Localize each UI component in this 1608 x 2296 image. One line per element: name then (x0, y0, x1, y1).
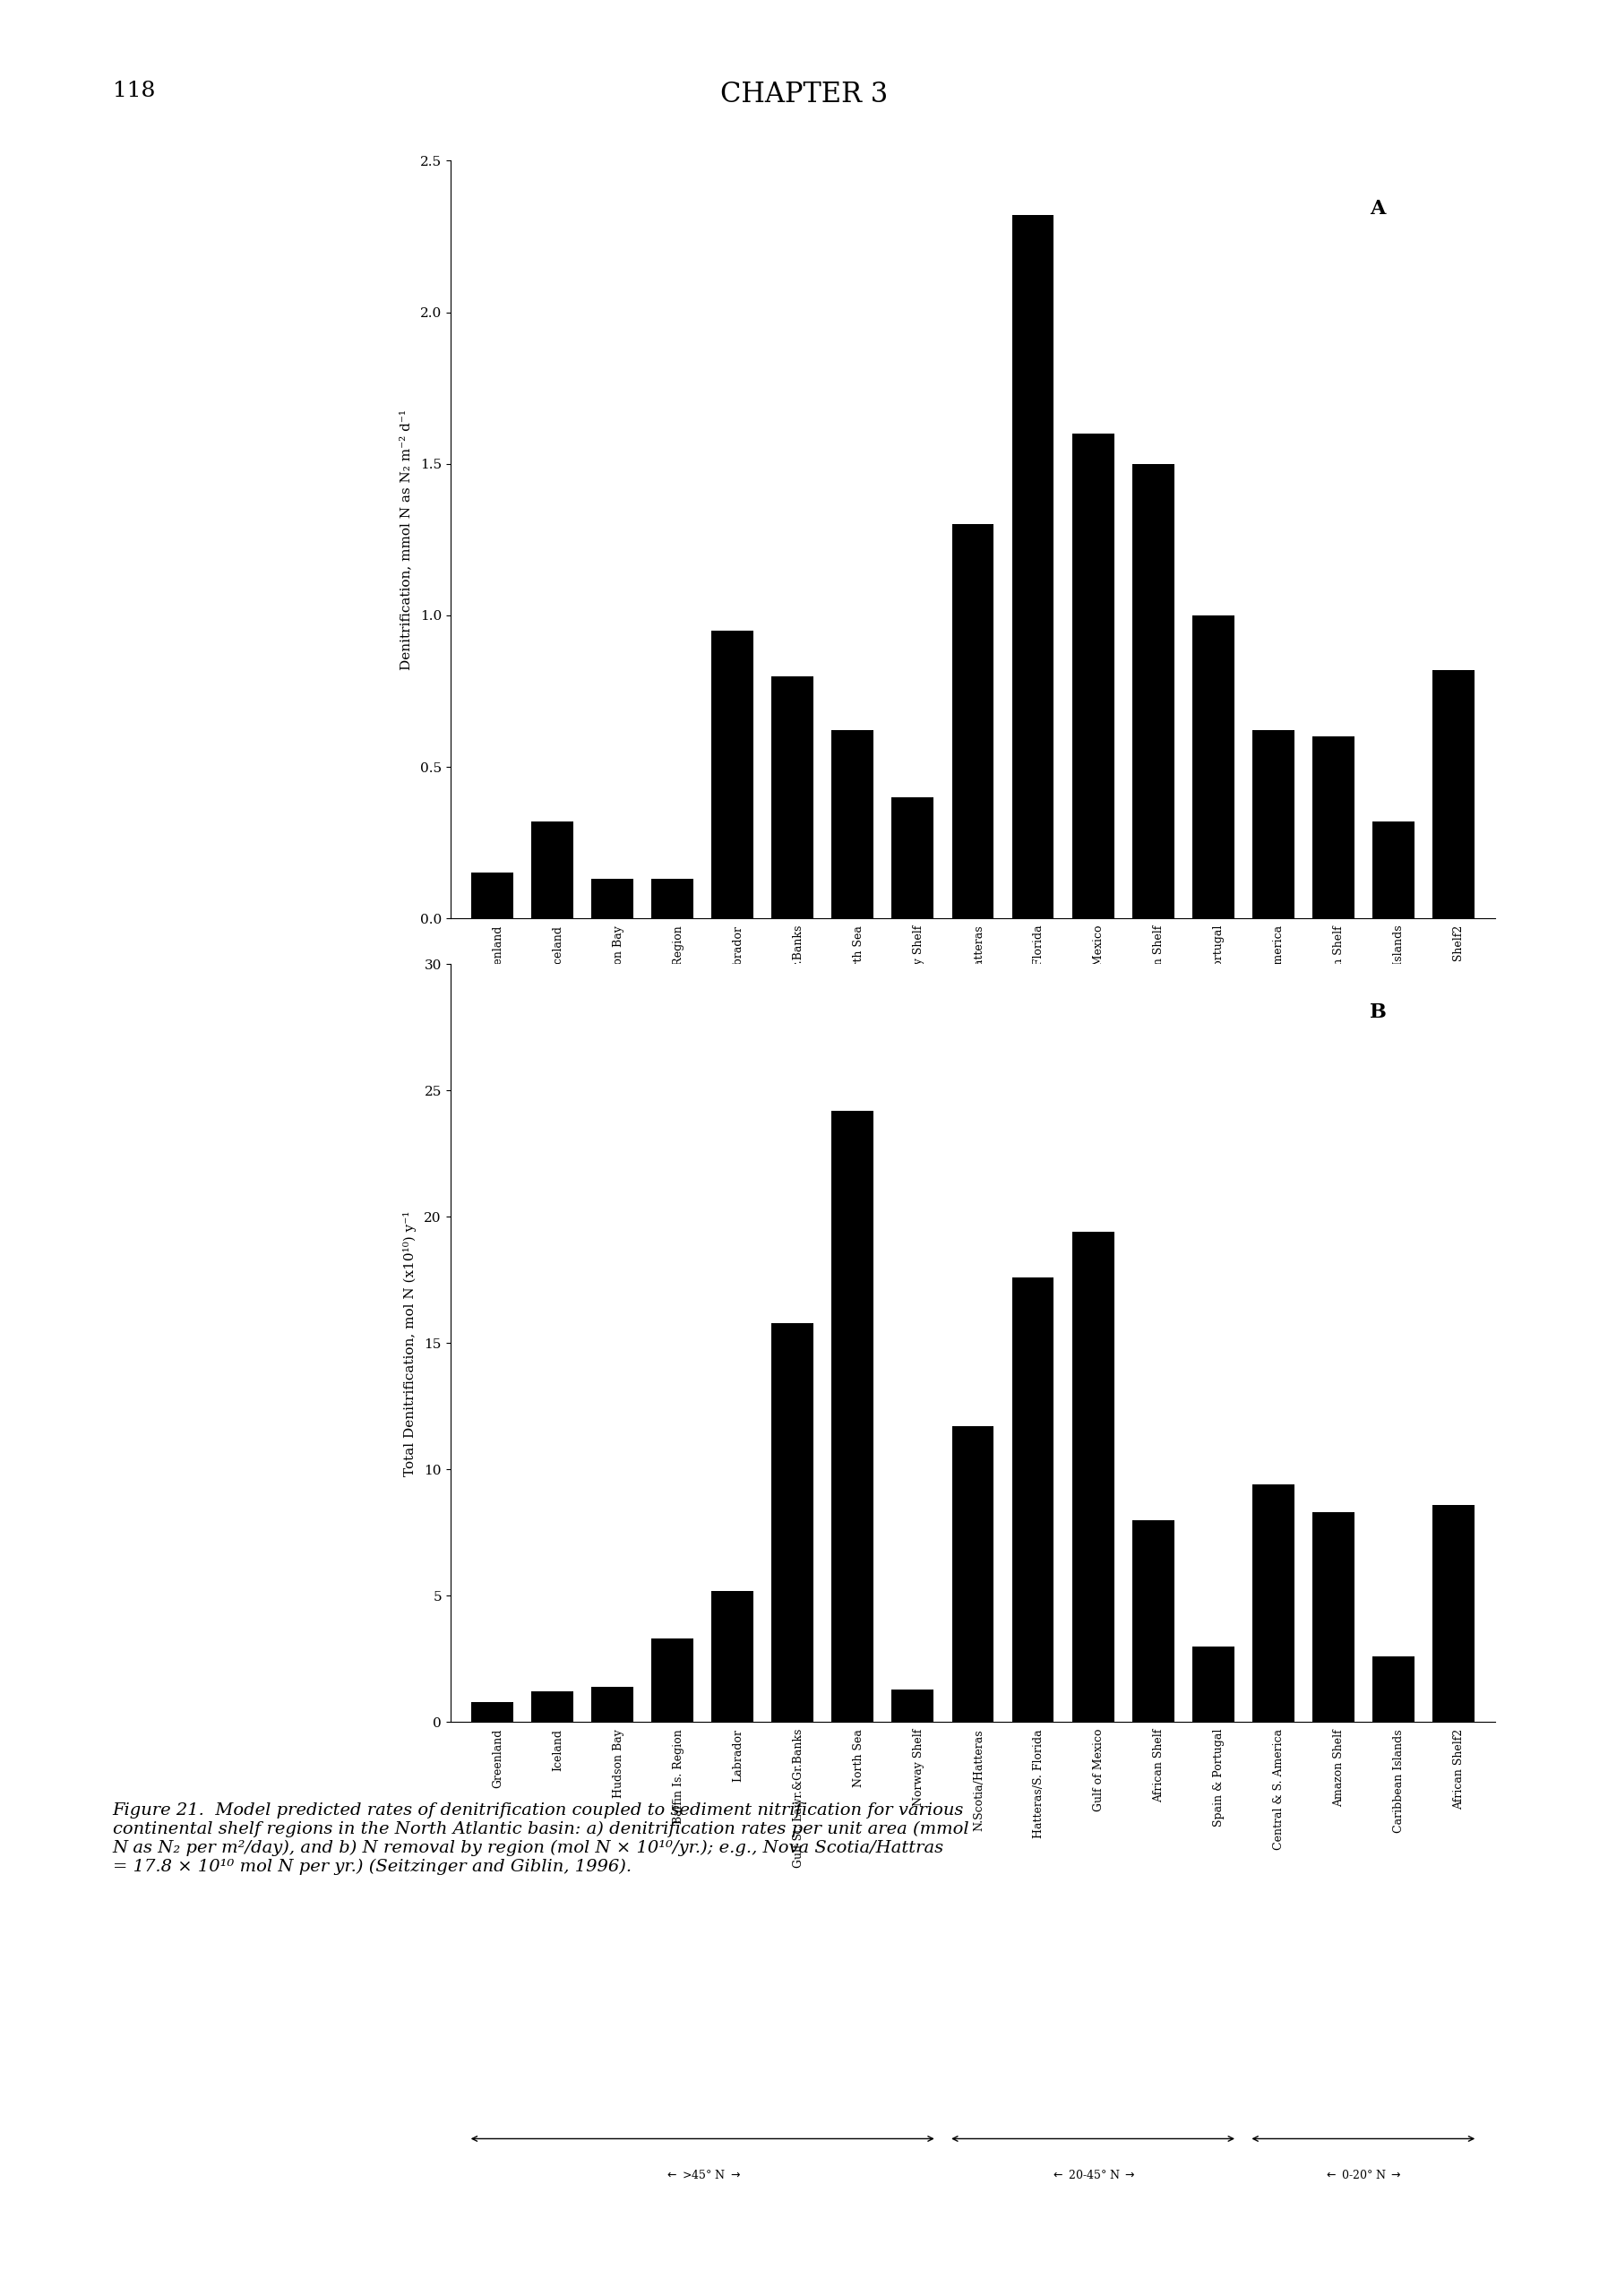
Text: $\leftarrow$ 20-45° N $\rightarrow$: $\leftarrow$ 20-45° N $\rightarrow$ (1050, 1366, 1135, 1378)
Bar (1253, 730, 1294, 918)
Bar (1132, 464, 1174, 918)
Text: B: B (1370, 1001, 1388, 1022)
Bar (892, 1690, 934, 1722)
Bar (1312, 737, 1354, 918)
Bar (592, 1688, 634, 1722)
Bar (712, 631, 754, 918)
Bar (1253, 1486, 1294, 1722)
Text: Figure 21.  Model predicted rates of denitrification coupled to sediment nitrifi: Figure 21. Model predicted rates of deni… (113, 1802, 968, 1876)
Text: $\leftarrow$ 0-20° N $\rightarrow$: $\leftarrow$ 0-20° N $\rightarrow$ (1325, 1366, 1402, 1378)
Bar (1132, 1520, 1174, 1722)
Bar (651, 879, 693, 918)
Text: $\leftarrow$ >45° N $\rightarrow$: $\leftarrow$ >45° N $\rightarrow$ (664, 2170, 741, 2181)
Bar (531, 1692, 574, 1722)
Bar (772, 675, 814, 918)
Text: A: A (1370, 200, 1386, 218)
Bar (892, 797, 934, 918)
Bar (471, 872, 513, 918)
Text: CHAPTER 3: CHAPTER 3 (720, 80, 888, 108)
Bar (1011, 1277, 1053, 1722)
Bar (1433, 1504, 1475, 1722)
Text: $\leftarrow$ 20-45° N $\rightarrow$: $\leftarrow$ 20-45° N $\rightarrow$ (1050, 2170, 1135, 2181)
Bar (1372, 822, 1415, 918)
Bar (471, 1701, 513, 1722)
Bar (651, 1639, 693, 1722)
Bar (831, 730, 873, 918)
Bar (1192, 615, 1235, 918)
Bar (1011, 216, 1053, 918)
Bar (831, 1111, 873, 1722)
Bar (1312, 1513, 1354, 1722)
Bar (952, 523, 994, 918)
Bar (952, 1426, 994, 1722)
Text: 118: 118 (113, 80, 154, 101)
Bar (1073, 434, 1114, 918)
Bar (772, 1322, 814, 1722)
Bar (712, 1591, 754, 1722)
Bar (1192, 1646, 1235, 1722)
Y-axis label: Denitrification, mmol N as N₂ m⁻² d⁻¹: Denitrification, mmol N as N₂ m⁻² d⁻¹ (400, 409, 412, 670)
Bar (592, 879, 634, 918)
Bar (531, 822, 574, 918)
Y-axis label: Total Denitrification, mol N (x10¹⁰) y⁻¹: Total Denitrification, mol N (x10¹⁰) y⁻¹ (404, 1210, 416, 1476)
Bar (1433, 670, 1475, 918)
Bar (1073, 1233, 1114, 1722)
Text: $\leftarrow$ 0-20° N $\rightarrow$: $\leftarrow$ 0-20° N $\rightarrow$ (1325, 2170, 1402, 2181)
Text: $\leftarrow$ >45° N $\rightarrow$: $\leftarrow$ >45° N $\rightarrow$ (664, 1366, 741, 1378)
Bar (1372, 1655, 1415, 1722)
